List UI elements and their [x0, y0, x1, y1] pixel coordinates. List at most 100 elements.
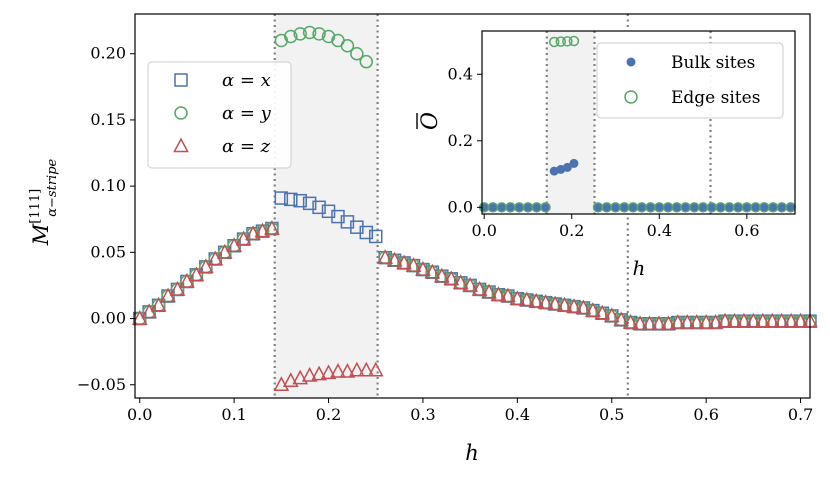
inset-point-bulk: [768, 202, 778, 212]
point-z: [594, 304, 611, 320]
legend-marker-x: [174, 73, 188, 87]
inset-legend-box: [596, 42, 784, 119]
point-z: [396, 254, 412, 270]
point-x: [274, 191, 289, 205]
point-z: [339, 363, 356, 378]
inset-point-edge: [562, 36, 573, 47]
legend-box: [147, 61, 292, 169]
inset-axes-frame: [481, 30, 796, 215]
point-z: [358, 361, 375, 377]
axes-frame: [134, 13, 811, 399]
svg-text:M[111]α−stripe: M[111] α−stripe: [28, 158, 60, 246]
point-z: [566, 298, 582, 313]
point-z: [518, 291, 535, 307]
point-z: [717, 312, 733, 328]
point-z: [349, 361, 365, 377]
inset-legend-label-edge: Edge sites: [671, 88, 760, 108]
point-z: [651, 315, 667, 331]
y-axis-label-sup: [111]: [28, 189, 43, 224]
inset-point-bulk: [724, 202, 734, 212]
legend-label-x: α = x: [222, 70, 271, 91]
inset-point-edge: [548, 36, 560, 48]
y-tick-label: 0.15: [90, 110, 126, 129]
inset-series-edge: [478, 35, 796, 213]
point-z: [367, 361, 384, 377]
inset-point-bulk: [751, 202, 761, 212]
y-axis-label-sub: α−stripe: [45, 158, 60, 216]
point-y: [312, 27, 326, 41]
inset-legend-marker-bulk: [626, 57, 636, 67]
inset-point-bulk: [777, 202, 787, 212]
point-y: [340, 39, 355, 53]
point-z: [641, 315, 658, 331]
point-z: [490, 286, 507, 301]
inset-x-tick-label: 0.4: [647, 221, 672, 240]
inset-point-bulk: [654, 202, 664, 212]
point-z: [282, 372, 299, 388]
point-z: [500, 287, 516, 303]
x-tick-label: 0.7: [788, 405, 813, 424]
inset-point-bulk: [716, 202, 726, 212]
y-axis-label: M[111] α−stripe: [28, 158, 60, 246]
x-axis-label: h: [465, 441, 479, 465]
point-z: [537, 294, 554, 309]
point-z: [509, 290, 526, 305]
point-z: [377, 249, 394, 264]
point-z: [660, 315, 677, 331]
inset-x-tick-label: 0.6: [734, 221, 759, 240]
inset-point-bulk: [663, 202, 673, 212]
inset-x-axis-label: h: [633, 256, 646, 280]
inset-y-tick-label: 0.2: [448, 131, 473, 150]
x-tick-label: 0.2: [316, 405, 341, 424]
point-z: [736, 312, 752, 328]
point-z: [330, 363, 346, 378]
inset-point-bulk: [611, 202, 621, 212]
point-z: [669, 314, 686, 329]
inset-point-bulk: [514, 202, 524, 212]
y-tick-label: 0.05: [90, 242, 126, 261]
inset-point-bulk: [733, 202, 743, 212]
point-z: [773, 312, 790, 328]
x-tick-label: 0.4: [505, 405, 530, 424]
inset-point-bulk: [505, 202, 515, 212]
point-z: [405, 257, 422, 272]
y-axis-label-main: M: [29, 223, 53, 246]
inset-point-bulk: [540, 202, 550, 212]
point-z: [169, 280, 186, 296]
point-y: [284, 29, 298, 44]
point-x: [293, 193, 307, 208]
point-y: [350, 46, 364, 61]
series-z: [131, 220, 818, 392]
point-z: [424, 263, 441, 279]
inset-legend: Bulk sites Edge sites: [596, 42, 784, 119]
point-z: [528, 292, 545, 308]
main-legend: α = x α = y α = z: [147, 61, 292, 169]
inset-y-tick-label: 0.0: [448, 197, 473, 216]
point-z: [386, 251, 403, 267]
inset-point-bulk: [523, 202, 533, 212]
inset-point-bulk: [759, 202, 769, 212]
point-z: [783, 312, 799, 328]
inset-x-tick-label: 0.2: [559, 221, 584, 240]
y-tick-label: 0.10: [90, 176, 126, 195]
point-y: [293, 27, 307, 41]
point-z: [254, 222, 271, 238]
point-z: [301, 366, 318, 382]
inset-point-bulk: [689, 202, 699, 212]
inset-shaded-region: [546, 31, 595, 214]
inset-y-axis-label: O: [416, 112, 443, 130]
inset-point-bulk: [532, 202, 542, 212]
point-z: [481, 283, 497, 299]
x-tick-label: 0.3: [410, 405, 435, 424]
point-z: [585, 302, 601, 317]
inset-point-bulk: [786, 202, 796, 212]
inset-point-edge: [568, 35, 580, 47]
point-z: [726, 312, 743, 328]
y-tick-label: 0.00: [90, 309, 126, 328]
point-z: [197, 258, 214, 274]
inset-legend-label-bulk: Bulk sites: [671, 53, 755, 73]
inset-point-bulk: [593, 202, 603, 212]
y-tick-label: −0.05: [77, 375, 126, 394]
point-z: [698, 314, 715, 329]
y-tick-label: 0.20: [90, 44, 126, 63]
